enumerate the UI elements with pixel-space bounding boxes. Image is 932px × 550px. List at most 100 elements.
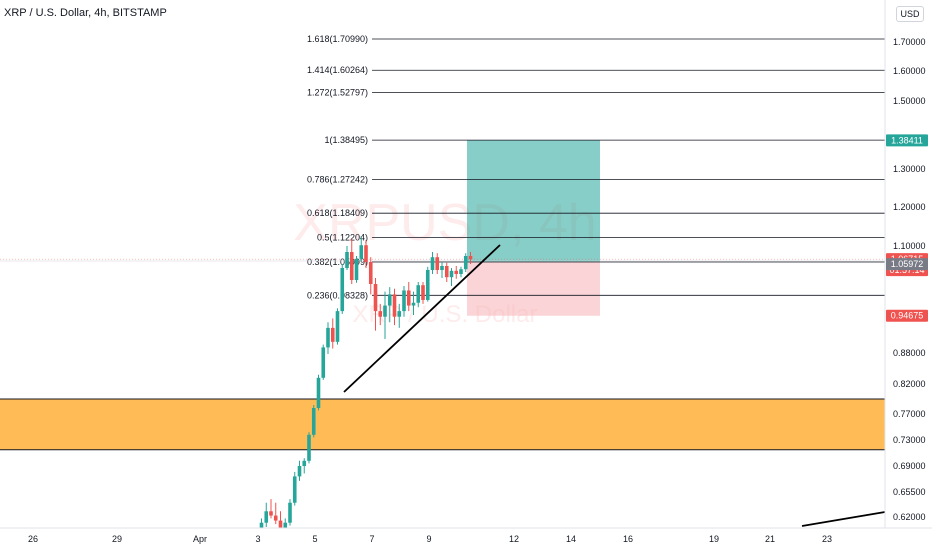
fib-level-label: 0.236(0.98328) <box>307 290 368 300</box>
chart-title: XRP / U.S. Dollar, 4h, BITSTAMP <box>4 7 167 19</box>
candle-body[interactable] <box>264 511 269 523</box>
candle-body[interactable] <box>392 294 397 317</box>
candle-body[interactable] <box>416 285 421 303</box>
time-tick-label: 19 <box>709 534 719 544</box>
candle-body[interactable] <box>459 269 463 274</box>
ascending-trendline[interactable] <box>343 244 501 393</box>
candle-body[interactable] <box>468 256 473 260</box>
candle-body[interactable] <box>364 245 368 262</box>
candle-body[interactable] <box>340 268 345 312</box>
candle-body[interactable] <box>307 434 311 461</box>
candle-body[interactable] <box>335 311 340 342</box>
candle-body[interactable] <box>444 266 449 278</box>
time-tick-label: 9 <box>426 534 431 544</box>
support-zone[interactable] <box>0 398 885 451</box>
support-zone-fill[interactable] <box>0 399 885 450</box>
candle-body[interactable] <box>288 502 292 523</box>
candle-body[interactable] <box>273 515 278 521</box>
candle-body[interactable] <box>378 311 383 317</box>
candle-body[interactable] <box>359 245 364 259</box>
candle-body[interactable] <box>463 256 468 270</box>
candle-body[interactable] <box>430 257 435 270</box>
candle-body[interactable] <box>368 262 373 284</box>
price-tag-box[interactable] <box>886 309 928 322</box>
candle-body[interactable] <box>440 266 444 270</box>
candle-body[interactable] <box>406 290 411 306</box>
fibonacci-extension[interactable]: 1.618(1.70990) 1.414(1.60264) 1.272(1.5279… <box>0 34 885 300</box>
price-tick-label: 1.70000 <box>893 37 926 47</box>
price-tag-label: 0.94675 <box>891 311 924 321</box>
fib-level-label: 1.618(1.70990) <box>307 34 368 44</box>
long-position-tool[interactable] <box>467 140 600 316</box>
candle-body[interactable] <box>454 270 459 274</box>
price-tick-label: 0.82000 <box>893 379 926 389</box>
trendlines[interactable] <box>343 244 886 527</box>
candle-body[interactable] <box>278 520 283 532</box>
price-tick-label: 1.10000 <box>893 241 926 251</box>
time-tick-label: 5 <box>312 534 317 544</box>
candle-body[interactable] <box>402 290 406 312</box>
candle-body[interactable] <box>354 258 359 280</box>
trendline-right[interactable] <box>801 511 886 527</box>
candle-body[interactable] <box>421 285 425 300</box>
time-tick-label: 23 <box>822 534 832 544</box>
time-tick-label: 21 <box>765 534 775 544</box>
price-tag-box[interactable] <box>886 134 928 147</box>
fib-level-label: 0.786(1.27242) <box>307 174 368 184</box>
loss-zone[interactable] <box>467 262 600 316</box>
price-tick-label: 1.20000 <box>893 202 926 212</box>
candle-body[interactable] <box>297 466 302 477</box>
fib-level-label: 1(1.38495) <box>324 135 368 145</box>
time-tick-label: 16 <box>623 534 633 544</box>
price-tick-label: 0.77000 <box>893 409 926 419</box>
time-tick-label: 14 <box>566 534 576 544</box>
candle-body[interactable] <box>292 476 297 503</box>
price-tick-label: 0.73000 <box>893 435 926 445</box>
price-tag-label: 1.05972 <box>891 259 924 269</box>
time-tick-label: 29 <box>112 534 122 544</box>
candle-body[interactable] <box>387 294 392 306</box>
candle-body[interactable] <box>383 305 387 317</box>
candle-body[interactable] <box>269 511 273 516</box>
candle-body[interactable] <box>397 311 402 317</box>
price-axis[interactable]: 1.70000 1.60000 1.50000 1.30000 1.20000 1.100… <box>884 0 932 550</box>
price-tick-label: 0.88000 <box>893 348 926 358</box>
price-tag-label: 1.38411 <box>891 135 923 145</box>
price-tick-label: 1.60000 <box>893 66 926 76</box>
candle-body[interactable] <box>316 377 321 408</box>
price-tick-label: 0.69000 <box>893 461 926 471</box>
price-tag-label: 01:57:14 <box>889 265 924 275</box>
price-tick-label: 0.62000 <box>893 512 926 522</box>
time-tick-label: 26 <box>28 534 38 544</box>
candle-body[interactable] <box>435 257 440 270</box>
time-axis[interactable]: 26 29 Apr 3 5 7 9 12 14 16 19 21 23 <box>0 527 932 550</box>
fib-level-label: 0.618(1.18409) <box>307 208 368 218</box>
candle-body[interactable] <box>321 347 326 378</box>
candle-body[interactable] <box>373 284 378 312</box>
candle-body[interactable] <box>302 460 307 466</box>
candle-body[interactable] <box>283 522 288 532</box>
time-tick-label: Apr <box>193 534 207 544</box>
fib-level-label: 1.272(1.52797) <box>307 88 368 98</box>
candle-body[interactable] <box>411 302 416 306</box>
candle-body[interactable] <box>330 327 335 342</box>
candle-body[interactable] <box>349 252 354 280</box>
profit-zone[interactable] <box>467 140 600 263</box>
fib-level-label: 1.414(1.60264) <box>307 65 368 75</box>
candle-body[interactable] <box>425 270 430 300</box>
candle-body[interactable] <box>345 252 349 268</box>
candle-body[interactable] <box>326 327 330 348</box>
currency-button[interactable]: USD <box>896 6 924 22</box>
price-tick-label: 1.30000 <box>893 164 926 174</box>
price-tick-label: 1.50000 <box>893 96 926 106</box>
price-tag-box[interactable] <box>886 258 928 271</box>
time-tick-label: 7 <box>369 534 374 544</box>
time-tick-label: 12 <box>509 534 519 544</box>
candle-body[interactable] <box>311 408 316 435</box>
fib-level-label: 0.382(1.05999) <box>307 257 368 267</box>
price-tick-label: 0.65500 <box>893 487 926 497</box>
candle-body[interactable] <box>449 270 454 278</box>
candlestick-series[interactable] <box>250 236 473 547</box>
